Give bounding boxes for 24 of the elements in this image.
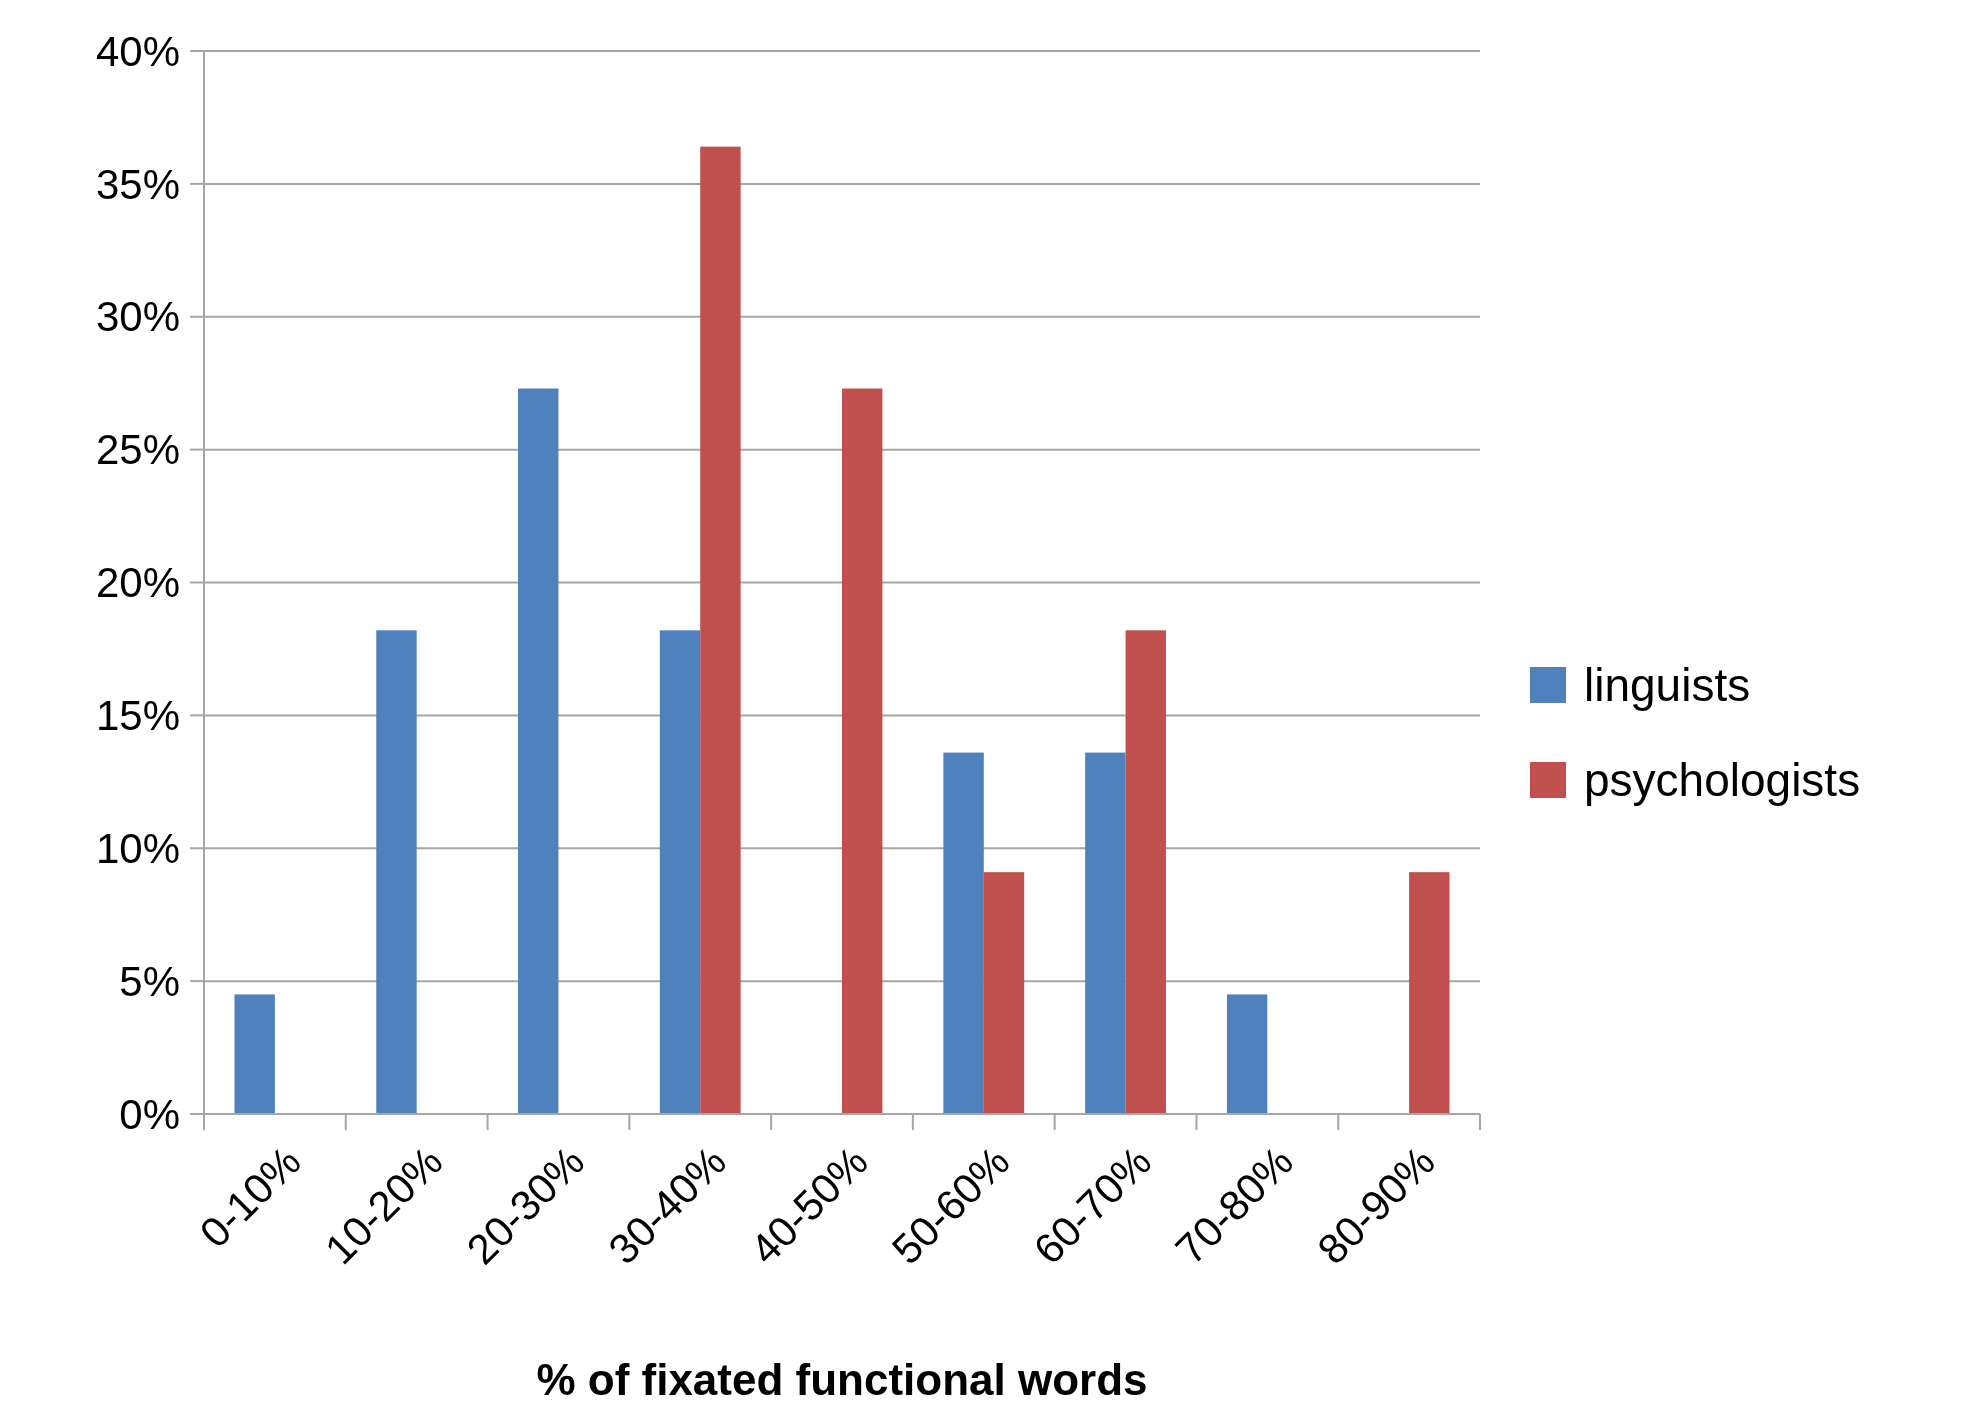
bar xyxy=(234,994,275,1114)
bar xyxy=(1226,994,1268,1114)
y-tick-label: 5% xyxy=(119,957,180,1005)
bar xyxy=(1085,752,1126,1114)
bar xyxy=(943,752,984,1114)
bar xyxy=(1409,872,1450,1114)
bar xyxy=(659,630,701,1114)
bar xyxy=(842,388,883,1114)
bar xyxy=(376,630,417,1114)
bar xyxy=(983,872,1025,1114)
y-tick-label: 0% xyxy=(119,1090,180,1138)
y-tick-label: 25% xyxy=(95,426,180,474)
legend-label: psychologists xyxy=(1584,754,1861,807)
y-tick-label: 20% xyxy=(95,559,180,607)
bar xyxy=(518,388,559,1114)
y-tick-label: 10% xyxy=(95,824,180,872)
y-tick-label: 15% xyxy=(95,692,180,740)
x-axis-title: % of fixated functional words xyxy=(536,1355,1148,1404)
bar xyxy=(700,146,741,1114)
y-tick-label: 30% xyxy=(95,293,180,341)
bar xyxy=(1125,630,1166,1114)
y-tick-label: 40% xyxy=(95,27,180,75)
legend-label: linguists xyxy=(1584,659,1751,712)
y-tick-label: 35% xyxy=(95,160,180,208)
